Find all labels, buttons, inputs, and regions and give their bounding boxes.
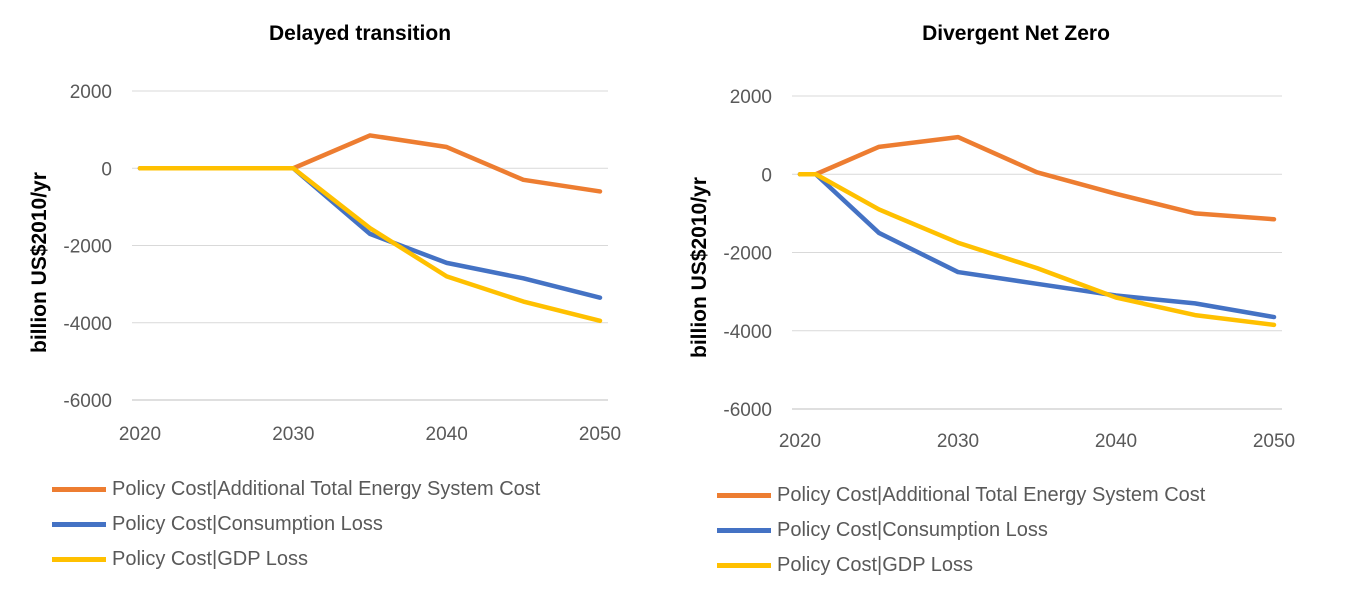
line-chart-divergent-net-zero: 2000 0 -2000 -4000 -6000 2020 2030 2040 2050: [723, 87, 1295, 452]
chart-panel-divergent-net-zero: Divergent Net Zero billion US$2010/yr 20…: [680, 0, 1352, 597]
legend-swatch: [717, 563, 771, 568]
y-tick-label: 0: [101, 159, 112, 180]
x-tick-label: 2030: [272, 424, 314, 445]
legend-item: Policy Cost|Consumption Loss: [717, 513, 1205, 548]
y-tick-label: -4000: [723, 322, 772, 343]
chart-title: Delayed transition: [268, 22, 452, 45]
legend-item: Policy Cost|Consumption Loss: [52, 507, 540, 542]
series-line-0: [797, 134, 1277, 222]
line-chart-delayed-transition: 2000 0 -2000 -4000 -6000 2020 2030 2040 2050: [63, 82, 621, 445]
chart-legend: Policy Cost|Additional Total Energy Syst…: [717, 478, 1205, 583]
legend-label: Policy Cost|Additional Total Energy Syst…: [112, 478, 541, 500]
legend-item: Policy Cost|GDP Loss: [717, 548, 1205, 583]
series-line-1: [137, 166, 603, 300]
legend-swatch: [717, 528, 771, 533]
series-line-1: [797, 172, 1277, 320]
y-tick-label: 2000: [70, 82, 112, 103]
series-line-2: [137, 166, 603, 324]
legend-swatch: [52, 557, 106, 562]
x-tick-label: 2040: [1095, 431, 1137, 452]
legend-label: Policy Cost|GDP Loss: [777, 554, 974, 576]
y-tick-label: 2000: [730, 87, 772, 108]
legend-item: Policy Cost|GDP Loss: [52, 542, 540, 577]
y-tick-label: -2000: [63, 237, 112, 258]
series-line-0: [137, 133, 603, 194]
legend-label: Policy Cost|Consumption Loss: [777, 519, 1048, 541]
chart-title: Divergent Net Zero: [922, 22, 1110, 45]
y-tick-label: -2000: [723, 244, 772, 265]
y-tick-label: 0: [761, 165, 772, 186]
chart-panel-delayed-transition: Delayed transition billion US$2010/yr 20…: [0, 0, 660, 597]
x-tick-label: 2050: [579, 424, 621, 445]
y-tick-label: -6000: [63, 391, 112, 412]
y-tick-label: -4000: [63, 314, 112, 335]
legend-item: Policy Cost|Additional Total Energy Syst…: [52, 472, 540, 507]
x-tick-label: 2020: [779, 431, 821, 452]
legend-swatch: [52, 522, 106, 527]
chart-legend: Policy Cost|Additional Total Energy Syst…: [52, 472, 540, 577]
legend-label: Policy Cost|GDP Loss: [112, 548, 309, 570]
x-tick-label: 2020: [119, 424, 161, 445]
x-tick-label: 2030: [937, 431, 979, 452]
legend-label: Policy Cost|Additional Total Energy Syst…: [777, 484, 1206, 506]
x-tick-label: 2040: [426, 424, 468, 445]
legend-swatch: [717, 493, 771, 498]
legend-item: Policy Cost|Additional Total Energy Syst…: [717, 478, 1205, 513]
series-line-2: [797, 172, 1277, 328]
x-tick-label: 2050: [1253, 431, 1295, 452]
legend-swatch: [52, 487, 106, 492]
y-tick-label: -6000: [723, 400, 772, 421]
legend-label: Policy Cost|Consumption Loss: [112, 513, 383, 535]
